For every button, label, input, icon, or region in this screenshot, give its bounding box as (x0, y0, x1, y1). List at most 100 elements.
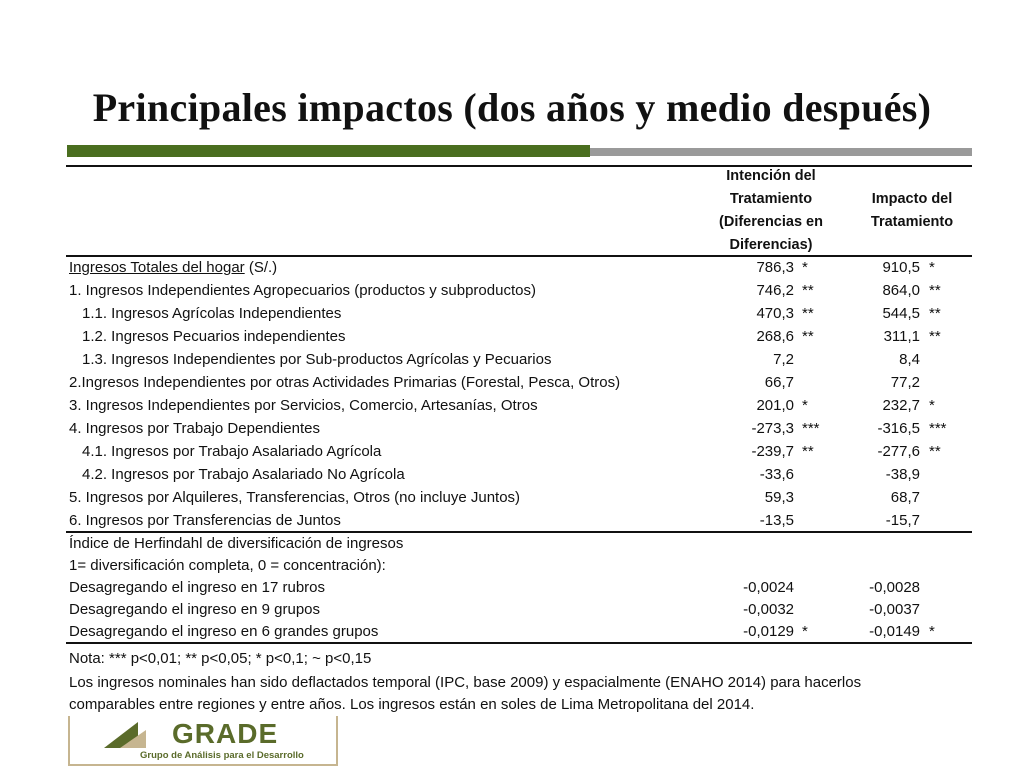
value-tot: -15,7 (885, 512, 920, 529)
signif-itt: ** (802, 443, 814, 460)
value-tot: 864,0 (882, 282, 920, 299)
signif-tot: ** (929, 282, 941, 299)
significance-note: Nota: *** p<0,01; ** p<0,05; * p<0,1; ~ … (69, 650, 372, 667)
value-itt: 7,2 (773, 351, 794, 368)
logo-wordmark: GRADE (172, 718, 279, 749)
value-tot: 68,7 (890, 489, 920, 506)
column-header-itt-line: (Diferencias en (719, 214, 823, 230)
row-label-unit: (S/.) (244, 259, 278, 276)
table-row: 1. Ingresos Independientes Agropecuarios… (66, 279, 972, 302)
column-header-itt-line: Diferencias) (729, 237, 813, 253)
row-label: Desagregando el ingreso en 17 rubros (69, 579, 326, 596)
row-label: 5. Ingresos por Alquileres, Transferenci… (69, 489, 521, 506)
column-header-tot: Impacto del Tratamiento (853, 188, 971, 234)
row-label: Desagregando el ingreso en 9 grupos (69, 601, 321, 618)
section-rule (66, 531, 972, 533)
herfindahl-row: Desagregando el ingreso en 6 grandes gru… (66, 620, 972, 643)
herfindahl-header-line-1: Índice de Herfindahl de diversificación … (66, 532, 972, 555)
signif-tot: ** (929, 328, 941, 345)
value-itt: 268,6 (756, 328, 794, 345)
table-row: 2.Ingresos Independientes por otras Acti… (66, 371, 972, 394)
table-row: 4.1. Ingresos por Trabajo Asalariado Agr… (66, 440, 972, 463)
value-tot: 910,5 (882, 259, 920, 276)
column-header-tot-line: Tratamiento (870, 214, 954, 230)
table-top-rule (66, 165, 972, 167)
value-itt: -239,7 (751, 443, 794, 460)
value-tot: -316,5 (877, 420, 920, 437)
value-tot: 311,1 (883, 328, 920, 345)
herfindahl-row: Desagregando el ingreso en 17 rubros -0,0… (66, 576, 972, 599)
value-itt: -33,6 (759, 466, 794, 483)
row-label: Ingresos Totales del hogar (S/.) (69, 256, 277, 279)
table-row: 6. Ingresos por Transferencias de Juntos… (66, 509, 972, 532)
row-label-underlined: Ingresos Totales del hogar (69, 259, 245, 276)
value-itt: -13,5 (759, 512, 794, 529)
signif-tot: * (929, 397, 935, 414)
grade-logo-mark-icon (104, 722, 146, 748)
value-itt: 59,3 (764, 489, 794, 506)
signif-itt: *** (802, 420, 820, 437)
row-label: 4.2. Ingresos por Trabajo Asalariado No … (82, 466, 405, 483)
row-label: 1.3. Ingresos Independientes por Sub-pro… (82, 351, 552, 368)
table-row: 4. Ingresos por Trabajo Dependientes -273… (66, 417, 972, 440)
slide-title: Principales impactos (dos años y medio d… (92, 85, 932, 130)
value-itt: -0,0129 (743, 623, 794, 640)
value-tot: 544,5 (882, 305, 920, 322)
row-label: 3. Ingresos Independientes por Servicios… (69, 397, 538, 414)
signif-itt: * (802, 623, 808, 640)
column-header-itt-line: Intención del (726, 168, 816, 184)
header-bottom-rule (66, 255, 972, 257)
column-header-tot-line: Impacto del (871, 191, 953, 207)
value-tot: -0,0028 (869, 579, 920, 596)
signif-tot: *** (929, 420, 947, 437)
column-header-itt-line: Tratamiento (729, 191, 813, 207)
value-itt: 746,2 (756, 282, 794, 299)
table-row: 1.1. Ingresos Agrícolas Independientes 47… (66, 302, 972, 325)
signif-itt: * (802, 397, 808, 414)
signif-itt: ** (802, 328, 814, 345)
footnote-line-1: Los ingresos nominales han sido deflacta… (69, 674, 862, 691)
table-row: 1.3. Ingresos Independientes por Sub-pro… (66, 348, 972, 371)
title-underline-green (67, 145, 590, 157)
row-label: 2.Ingresos Independientes por otras Acti… (69, 374, 621, 391)
signif-tot: * (929, 623, 935, 640)
row-label: 4.1. Ingresos por Trabajo Asalariado Agr… (82, 443, 382, 460)
row-label: 6. Ingresos por Transferencias de Juntos (69, 512, 341, 529)
grade-logo: GRADE Grupo de Análisis para el Desarrol… (68, 716, 338, 766)
value-tot: 8,4 (899, 351, 920, 368)
table-row: 3. Ingresos Independientes por Servicios… (66, 394, 972, 417)
value-tot: -38,9 (885, 466, 920, 483)
title-underline-gray (590, 148, 972, 156)
row-label: 1.2. Ingresos Pecuarios independientes (82, 328, 346, 345)
row-label: 1. Ingresos Independientes Agropecuarios… (69, 282, 536, 299)
value-tot: 232,7 (882, 397, 920, 414)
row-label: 4. Ingresos por Trabajo Dependientes (69, 420, 320, 437)
value-itt: 470,3 (756, 305, 794, 322)
value-tot: -0,0149 (869, 623, 920, 640)
signif-itt: ** (802, 282, 814, 299)
row-label: 1.1. Ingresos Agrícolas Independientes (82, 305, 342, 322)
value-itt: -0,0024 (743, 579, 794, 596)
footnote-line-2: comparables entre regiones y entre años.… (69, 696, 755, 713)
value-itt: -0,0032 (743, 601, 794, 618)
value-tot: -277,6 (877, 443, 920, 460)
signif-tot: * (929, 259, 935, 276)
table-row: 5. Ingresos por Alquileres, Transferenci… (66, 486, 972, 509)
herfindahl-header-text: 1= diversificación completa, 0 = concent… (69, 557, 386, 574)
logo-tagline: Grupo de Análisis para el Desarrollo (140, 750, 304, 761)
table-row: 4.2. Ingresos por Trabajo Asalariado No … (66, 463, 972, 486)
value-itt: 201,0 (756, 397, 794, 414)
herfindahl-header-text: Índice de Herfindahl de diversificación … (69, 535, 404, 552)
signif-itt: ** (802, 305, 814, 322)
herfindahl-header-line-2: 1= diversificación completa, 0 = concent… (66, 554, 972, 577)
value-tot: 77,2 (890, 374, 920, 391)
column-header-itt: Intención del Tratamiento (Diferencias e… (706, 165, 836, 257)
herfindahl-row: Desagregando el ingreso en 9 grupos -0,00… (66, 598, 972, 621)
signif-itt: * (802, 259, 808, 276)
value-itt: 786,3 (756, 259, 794, 276)
row-label: Desagregando el ingreso en 6 grandes gru… (69, 623, 379, 640)
value-tot: -0,0037 (869, 601, 920, 618)
signif-tot: ** (929, 305, 941, 322)
value-itt: -273,3 (751, 420, 794, 437)
table-bottom-rule (66, 642, 972, 644)
